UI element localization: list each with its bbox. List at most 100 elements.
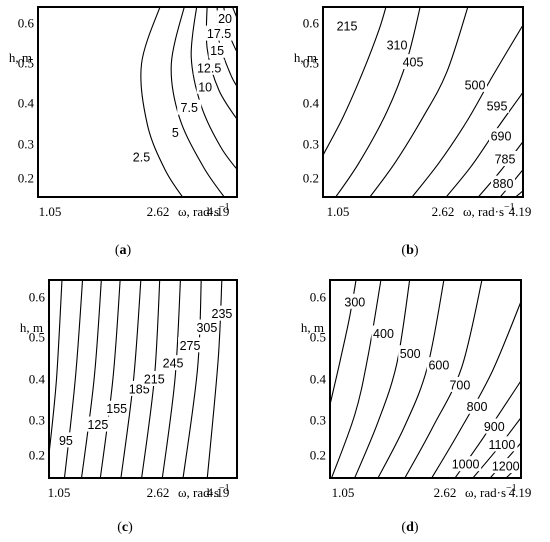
contour-lines (323, 7, 523, 197)
y-tick-label: 0.5 (310, 330, 326, 345)
plot-frame (329, 279, 522, 479)
contour-line-125 (63, 280, 84, 478)
contour-line-275 (161, 280, 181, 478)
contour-label: 1000 (452, 458, 480, 472)
contour-label-bg (491, 175, 515, 191)
contour-line-5 (170, 7, 225, 197)
x-tick-label: 1.05 (39, 204, 62, 219)
y-tick-label: 0.4 (18, 96, 35, 111)
contour-line-800 (431, 299, 521, 478)
contour-label: 405 (403, 56, 424, 70)
contour-label: 500 (465, 78, 486, 92)
x-tick-label: 2.62 (432, 204, 455, 219)
y-tick-label: 0.4 (29, 372, 46, 387)
y-tick-label: 0.2 (303, 171, 319, 186)
contour-label-bg (208, 42, 226, 58)
contour-line-900 (454, 379, 521, 478)
contour-label-bg (342, 293, 367, 309)
y-axis-label: h, m (20, 320, 43, 335)
contour-label-bg (129, 149, 154, 165)
contour-label: 7.5 (181, 101, 198, 115)
contour-label: 215 (337, 20, 358, 34)
contour-line-690 (477, 140, 523, 197)
contour-label-bg (85, 416, 110, 432)
y-tick-label: 0.5 (18, 56, 34, 71)
contour-label-bg (493, 151, 517, 166)
contour-label-bg (450, 456, 482, 472)
contour-label-bg (490, 458, 522, 474)
y-tick-label: 0.5 (29, 330, 45, 345)
contour-label: 690 (491, 130, 512, 144)
panel-a: 2.5 57.510 12.5 15 17.520 0.6 0.5 0.4 0.3 0.2 h, m… (9, 6, 238, 258)
x-axis-label: ω, rad·s−1 (465, 483, 517, 500)
panel-c: 951251551852152452753052350.60.50.40.30.… (20, 279, 238, 535)
contour-label: 900 (484, 420, 505, 434)
contour-label-bg (170, 124, 181, 140)
contour-label: 12.5 (197, 61, 221, 75)
contour-label: 700 (449, 378, 470, 392)
contour-label: 10 (198, 80, 212, 94)
y-tick-label: 0.4 (303, 96, 320, 111)
contour-label: 17.5 (207, 27, 231, 41)
y-tick-label: 0.2 (18, 171, 34, 186)
y-tick-label: 0.3 (29, 413, 45, 428)
x-tick-label: 1.05 (48, 485, 71, 500)
contour-line-600 (377, 280, 445, 478)
y-tick-label: 0.6 (29, 290, 46, 305)
contour-label-bg (398, 345, 423, 361)
contour-label-bg (193, 59, 225, 75)
contour-line-2.5 (140, 7, 184, 197)
contour-label: 880 (493, 177, 514, 191)
contour-label: 600 (428, 359, 449, 373)
y-tick-label: 0.6 (18, 16, 35, 31)
contour-label: 235 (212, 307, 233, 321)
x-axis-label-exponent: −1 (219, 202, 230, 213)
y-axis-label: h, m (294, 50, 317, 65)
contour-label-bg (203, 25, 235, 41)
contour-label: 300 (344, 295, 365, 309)
contour-lines (49, 280, 223, 478)
x-tick-label: 4.19 (207, 485, 230, 500)
contour-label-bg (178, 337, 202, 353)
x-axis-label-exponent: −1 (219, 483, 230, 494)
contour-label-bg (177, 99, 202, 115)
contour-line-215 (323, 7, 387, 156)
contour-label-bg (57, 432, 75, 448)
y-tick-label: 0.4 (310, 372, 327, 387)
panel-label: (b) (401, 243, 418, 258)
plot-frame (37, 6, 238, 198)
y-tick-label: 0.5 (303, 56, 319, 71)
contour-label: 15 (210, 44, 224, 58)
x-tick-label: 4.19 (207, 204, 230, 219)
y-tick-label: 0.2 (29, 448, 45, 463)
contour-label-bg (486, 436, 518, 452)
contour-line-155 (80, 280, 102, 478)
contour-line-400 (330, 280, 382, 478)
contour-line-595 (445, 91, 523, 197)
contour-label: 275 (180, 339, 201, 353)
contour-label: 20 (218, 12, 232, 26)
x-axis-label: ω, rad·s−1 (463, 202, 515, 219)
contour-line-305 (182, 280, 202, 478)
contour-line-95 (49, 280, 63, 455)
x-tick-label: 4.19 (509, 485, 532, 500)
contour-label-bg (335, 18, 359, 33)
y-tick-label: 0.3 (303, 137, 319, 152)
contour-label: 1200 (492, 460, 520, 474)
x-axis-label-exponent: −1 (506, 483, 517, 494)
y-axis-label: h, m (301, 320, 324, 335)
plot-frame (48, 279, 238, 479)
contour-line-500 (411, 23, 523, 197)
x-tick-label: 2.62 (147, 485, 170, 500)
contour-label: 95 (59, 434, 73, 448)
contour-line-235 (206, 280, 223, 478)
contour-label-bg (447, 376, 472, 392)
y-tick-label: 0.6 (303, 16, 320, 31)
contour-label-bg (482, 418, 507, 434)
y-tick-label: 0.3 (18, 137, 34, 152)
y-tick-label: 0.6 (310, 290, 327, 305)
contour-label-bg (371, 325, 396, 341)
contour-label: 500 (400, 347, 421, 361)
contour-label: 155 (106, 402, 127, 416)
